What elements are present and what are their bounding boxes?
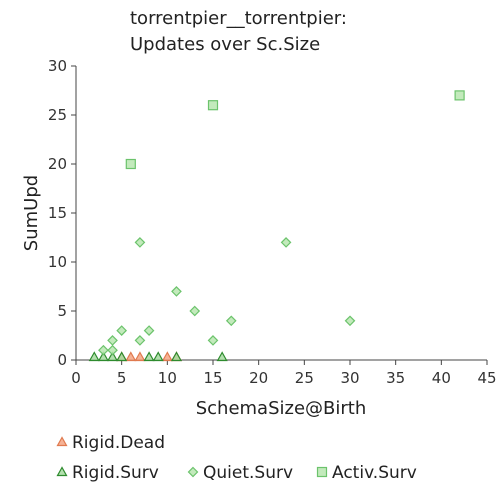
data-point — [454, 90, 465, 101]
series-rigid-surv — [88, 351, 228, 362]
y-tick-label: 15 — [48, 204, 67, 222]
data-point — [143, 325, 155, 336]
x-tick-label: 40 — [432, 369, 451, 387]
data-point — [107, 335, 118, 346]
x-tick-label: 25 — [295, 369, 314, 387]
series-activ-surv — [125, 90, 465, 170]
series-quiet-surv — [98, 237, 356, 356]
data-point — [107, 351, 119, 362]
x-tick-label: 0 — [71, 369, 81, 387]
x-tick-label: 35 — [386, 369, 405, 387]
data-point — [125, 351, 137, 362]
data-point — [171, 286, 182, 297]
legend-label: Activ.Surv — [332, 463, 417, 483]
data-point — [143, 351, 155, 362]
y-axis-title: SumUpd — [21, 175, 42, 251]
data-point — [207, 335, 219, 346]
data-point — [97, 351, 109, 362]
legend-marker — [316, 466, 328, 478]
data-point — [152, 351, 164, 362]
x-tick-label: 20 — [249, 369, 268, 387]
legend-item: Activ.Surv — [316, 463, 417, 483]
y-tick-label: 10 — [48, 253, 67, 271]
y-tick-label: 30 — [48, 57, 67, 75]
data-point — [107, 344, 118, 356]
data-point — [216, 351, 228, 362]
legend-item: Rigid.Surv — [56, 463, 159, 483]
x-tick-label: 10 — [158, 369, 177, 387]
data-point — [116, 351, 128, 362]
legend-item: Rigid.Dead — [56, 433, 165, 453]
legend-label: Rigid.Surv — [72, 463, 159, 483]
data-point — [344, 315, 356, 327]
data-point — [207, 100, 219, 111]
y-tick-label: 5 — [57, 302, 67, 320]
legend-marker — [56, 436, 68, 447]
data-point — [125, 158, 136, 170]
plot-area: 0 5 10 15 20 25 30 35 40 45 0 5 10 15 20 25 30 — [48, 57, 497, 387]
legend: Rigid.Dead Rigid.Surv Quiet.Surv Activ.Surv — [56, 433, 417, 483]
data-point — [134, 351, 146, 362]
x-tick-label: 30 — [340, 369, 359, 387]
y-tick-label: 25 — [48, 106, 67, 124]
x-axis-title: SchemaSize@Birth — [196, 398, 367, 419]
data-point — [116, 325, 128, 336]
data-point — [134, 237, 146, 248]
data-point — [88, 351, 100, 362]
legend-marker — [56, 466, 68, 477]
data-point — [170, 351, 182, 362]
data-point — [280, 237, 292, 248]
legend-label: Quiet.Surv — [203, 463, 293, 483]
data-point — [225, 315, 237, 327]
legend-marker — [187, 466, 199, 478]
x-tick-label: 5 — [117, 369, 127, 387]
legend-label: Rigid.Dead — [72, 433, 165, 453]
chart-title-line-2: Updates over Sc.Size — [130, 34, 320, 55]
legend-item: Quiet.Surv — [187, 463, 293, 483]
y-tick-label: 0 — [57, 351, 67, 369]
x-tick-label: 45 — [477, 369, 496, 387]
data-point — [161, 351, 173, 362]
data-point — [98, 344, 109, 356]
chart-title-line-1: torrentpier__torrentpier: — [130, 8, 347, 29]
data-point — [189, 305, 201, 317]
data-point — [134, 335, 146, 346]
x-tick-label: 15 — [203, 369, 222, 387]
y-tick-label: 20 — [48, 155, 67, 173]
